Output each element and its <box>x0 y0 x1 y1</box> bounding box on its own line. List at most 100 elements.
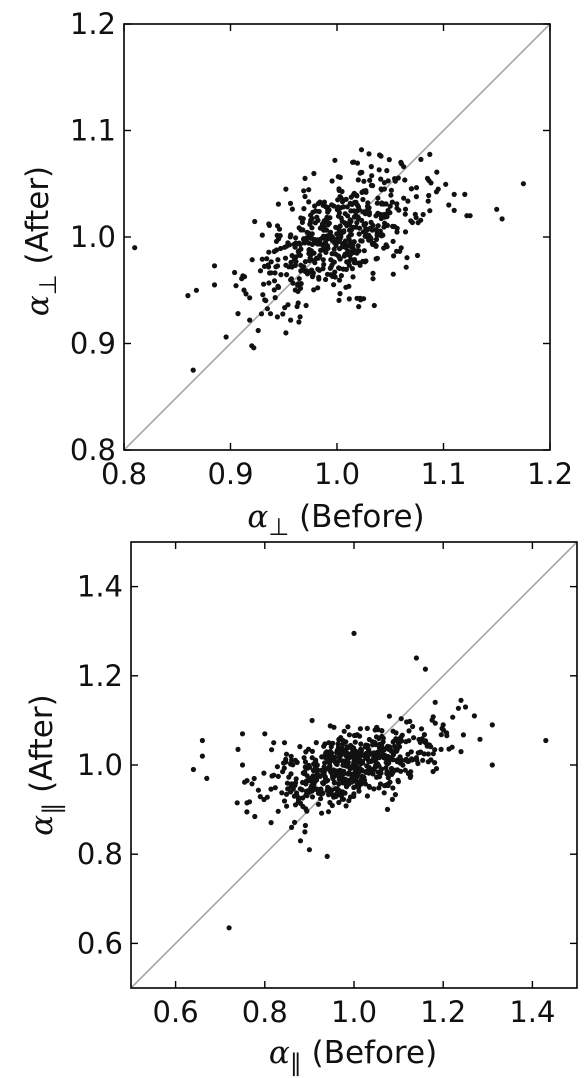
data-point <box>376 763 382 769</box>
data-point <box>403 264 409 270</box>
data-point <box>414 252 421 259</box>
data-point <box>455 705 461 711</box>
data-point <box>302 259 308 265</box>
data-point <box>421 732 427 738</box>
data-point <box>402 229 409 235</box>
data-point <box>274 263 281 269</box>
y-tick-label: 1.1 <box>70 114 116 148</box>
data-point <box>364 763 370 769</box>
data-point <box>350 192 356 198</box>
data-point <box>292 757 298 763</box>
x-axis-ticks: 0.8 0.9 1.0 1.1 1.2 <box>101 24 573 491</box>
data-point <box>390 785 396 791</box>
y-tick-label: 0.8 <box>70 433 116 467</box>
data-point-outlier <box>398 159 404 165</box>
data-point <box>339 188 345 195</box>
x-tick-label: 1.4 <box>509 995 555 1029</box>
data-point <box>406 728 412 734</box>
data-point <box>374 232 380 238</box>
data-point <box>326 740 332 746</box>
data-point <box>432 747 438 753</box>
data-point <box>328 767 334 773</box>
data-point <box>309 717 315 724</box>
data-point <box>369 751 375 757</box>
data-point <box>288 259 294 265</box>
data-point <box>282 305 288 311</box>
data-point <box>306 247 312 253</box>
data-point <box>438 732 444 738</box>
data-point-outlier <box>494 206 500 212</box>
data-point <box>393 730 399 736</box>
data-point <box>412 211 418 217</box>
data-point <box>375 195 381 201</box>
data-point <box>409 756 415 762</box>
data-point <box>287 200 294 206</box>
x-tick-label: 0.8 <box>242 995 288 1029</box>
data-point <box>390 757 396 763</box>
data-point <box>402 206 409 212</box>
data-point <box>329 178 335 184</box>
x-axis-ticks: 0.6 0.8 1.0 1.2 1.4 <box>153 542 555 1029</box>
data-point <box>348 219 354 225</box>
data-point-outlier <box>204 775 210 782</box>
y-axis-text: (After) <box>20 166 56 275</box>
data-point <box>366 212 372 218</box>
data-point <box>322 754 328 761</box>
x-tick-label: 1.2 <box>420 995 466 1029</box>
data-point <box>337 256 343 262</box>
data-point <box>290 280 296 286</box>
data-point <box>337 194 343 200</box>
data-point <box>283 791 290 797</box>
data-point <box>425 751 431 757</box>
data-point <box>284 272 290 278</box>
data-point <box>315 801 322 807</box>
data-point <box>381 224 387 230</box>
data-point <box>266 249 272 255</box>
data-point <box>444 733 450 739</box>
x-tick-label: 0.6 <box>153 995 199 1029</box>
data-point <box>376 774 383 780</box>
data-point <box>243 291 249 297</box>
data-point <box>301 236 307 242</box>
data-point <box>303 792 309 798</box>
data-point <box>272 295 278 301</box>
data-point <box>336 781 342 787</box>
data-point <box>362 744 368 750</box>
x-tick-label: 1.2 <box>527 457 573 491</box>
data-point <box>333 224 339 230</box>
data-point <box>309 782 315 788</box>
data-point <box>405 751 411 757</box>
data-point <box>288 753 294 759</box>
data-point <box>316 276 322 282</box>
data-point <box>362 259 368 265</box>
data-point <box>346 732 352 738</box>
data-point <box>302 193 308 200</box>
data-point <box>282 255 289 261</box>
data-point <box>349 201 355 207</box>
data-point <box>251 775 257 782</box>
data-point <box>395 175 401 181</box>
data-point <box>280 311 286 317</box>
data-point <box>251 345 257 351</box>
data-point-outlier <box>262 731 268 737</box>
data-point <box>374 200 380 206</box>
data-point <box>273 247 280 253</box>
data-point <box>308 217 314 223</box>
data-point <box>375 223 381 229</box>
data-point <box>362 781 368 787</box>
data-point <box>341 728 347 734</box>
data-point-outlier <box>297 838 304 844</box>
data-point <box>249 781 255 787</box>
data-point-outlier <box>499 216 505 222</box>
data-point <box>450 714 456 720</box>
data-point <box>358 746 364 752</box>
data-point <box>309 748 315 755</box>
data-point-outlier <box>377 152 383 158</box>
data-point-outlier <box>462 704 469 710</box>
data-point <box>329 773 336 779</box>
data-point-outlier <box>185 293 191 299</box>
data-point <box>361 248 367 254</box>
data-point <box>390 739 396 745</box>
data-point <box>296 276 302 282</box>
data-point <box>274 764 280 770</box>
